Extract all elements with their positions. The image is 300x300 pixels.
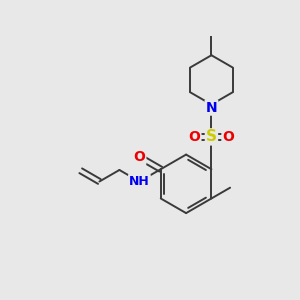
- Text: N: N: [206, 100, 217, 115]
- Text: O: O: [222, 130, 234, 144]
- Text: NH: NH: [129, 175, 150, 188]
- Text: O: O: [189, 130, 200, 144]
- Text: O: O: [134, 150, 145, 164]
- Text: S: S: [206, 129, 217, 144]
